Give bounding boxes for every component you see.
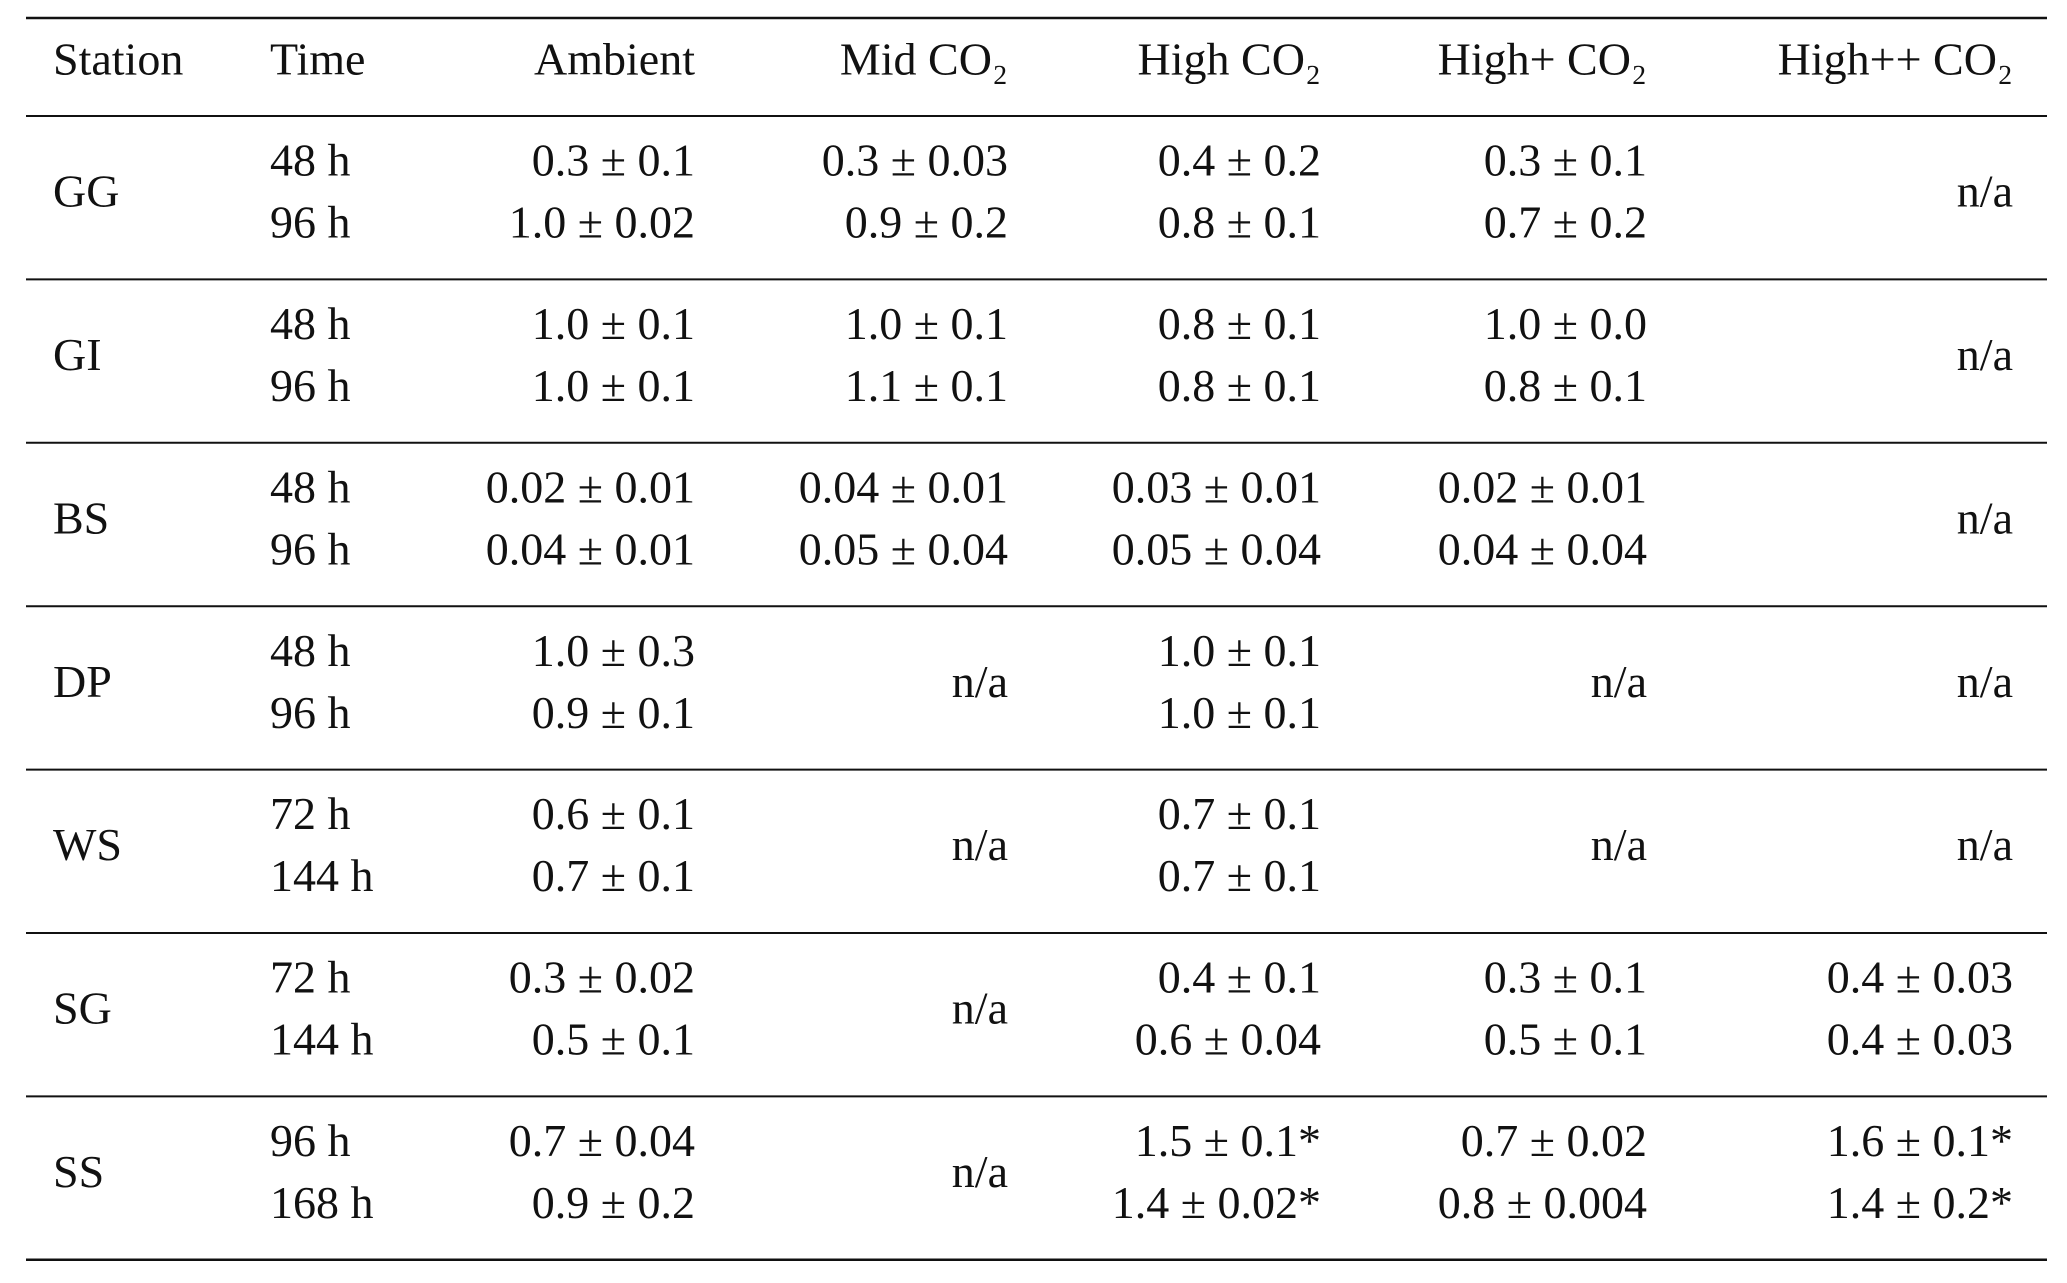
value-cell: 0.3 ± 0.1 — [532, 135, 695, 186]
column-header: High+ CO₂ — [1438, 34, 1647, 85]
time-label: 72 h — [270, 952, 351, 1003]
value-cell: 0.7 ± 0.1 — [1158, 850, 1321, 901]
value-cell: 0.03 ± 0.01 — [1112, 461, 1321, 512]
station-label: SG — [53, 983, 112, 1034]
time-label: 96 h — [270, 197, 351, 248]
na-cell: n/a — [1591, 656, 1647, 707]
time-label: 96 h — [270, 523, 351, 574]
value-cell: 0.4 ± 0.2 — [1158, 135, 1321, 186]
column-header: Ambient — [534, 34, 695, 85]
value-cell: 0.3 ± 0.1 — [1484, 135, 1647, 186]
column-header: High++ CO₂ — [1778, 34, 2013, 85]
value-cell: 1.0 ± 0.1 — [1158, 687, 1321, 738]
value-cell: 0.7 ± 0.2 — [1484, 197, 1647, 248]
time-label: 144 h — [270, 1014, 374, 1065]
value-cell: 0.7 ± 0.02 — [1461, 1115, 1647, 1166]
value-cell: 0.9 ± 0.2 — [845, 197, 1008, 248]
time-label: 168 h — [270, 1177, 374, 1228]
value-cell: 0.5 ± 0.1 — [1484, 1014, 1647, 1065]
value-cell: 0.04 ± 0.04 — [1438, 523, 1647, 574]
value-cell: 0.8 ± 0.1 — [1158, 197, 1321, 248]
value-cell: 1.0 ± 0.3 — [532, 625, 695, 676]
value-cell: 1.0 ± 0.1 — [845, 298, 1008, 349]
time-label: 48 h — [270, 625, 351, 676]
column-header: Time — [270, 34, 365, 85]
na-cell: n/a — [1591, 819, 1647, 870]
na-cell: n/a — [1957, 492, 2013, 543]
na-cell: n/a — [952, 656, 1008, 707]
value-cell: 0.3 ± 0.03 — [822, 135, 1008, 186]
value-cell: 0.7 ± 0.1 — [1158, 788, 1321, 839]
time-label: 96 h — [270, 360, 351, 411]
value-cell: 0.05 ± 0.04 — [799, 523, 1008, 574]
station-label: WS — [53, 819, 122, 870]
value-cell: 0.8 ± 0.1 — [1158, 360, 1321, 411]
value-cell: 0.4 ± 0.03 — [1827, 952, 2013, 1003]
value-cell: 1.0 ± 0.1 — [1158, 625, 1321, 676]
value-cell: 0.6 ± 0.04 — [1135, 1014, 1321, 1065]
time-label: 48 h — [270, 298, 351, 349]
value-cell: 1.4 ± 0.02* — [1112, 1177, 1321, 1228]
value-cell: 1.0 ± 0.1 — [532, 360, 695, 411]
time-label: 144 h — [270, 850, 374, 901]
value-cell: 0.3 ± 0.02 — [509, 952, 695, 1003]
value-cell: 1.0 ± 0.0 — [1484, 298, 1647, 349]
time-label: 96 h — [270, 687, 351, 738]
column-header: High CO₂ — [1138, 34, 1321, 85]
station-label: GG — [53, 166, 119, 217]
column-header: Station — [53, 34, 183, 85]
value-cell: 0.5 ± 0.1 — [532, 1014, 695, 1065]
na-cell: n/a — [952, 819, 1008, 870]
time-label: 72 h — [270, 788, 351, 839]
value-cell: 0.9 ± 0.2 — [532, 1177, 695, 1228]
value-cell: 1.4 ± 0.2* — [1827, 1177, 2013, 1228]
value-cell: 0.7 ± 0.1 — [532, 850, 695, 901]
value-cell: 0.3 ± 0.1 — [1484, 952, 1647, 1003]
na-cell: n/a — [1957, 819, 2013, 870]
station-label: BS — [53, 492, 109, 543]
station-label: DP — [53, 656, 112, 707]
value-cell: 0.7 ± 0.04 — [509, 1115, 695, 1166]
column-header: Mid CO₂ — [840, 34, 1008, 85]
value-cell: 0.05 ± 0.04 — [1112, 523, 1321, 574]
value-cell: 1.5 ± 0.1* — [1135, 1115, 1321, 1166]
na-cell: n/a — [1957, 656, 2013, 707]
na-cell: n/a — [952, 983, 1008, 1034]
value-cell: 0.02 ± 0.01 — [1438, 461, 1647, 512]
station-label: SS — [53, 1146, 104, 1197]
value-cell: 0.8 ± 0.1 — [1484, 360, 1647, 411]
value-cell: 0.4 ± 0.03 — [1827, 1014, 2013, 1065]
value-cell: 0.04 ± 0.01 — [486, 523, 695, 574]
value-cell: 0.8 ± 0.1 — [1158, 298, 1321, 349]
value-cell: 0.4 ± 0.1 — [1158, 952, 1321, 1003]
value-cell: 0.04 ± 0.01 — [799, 461, 1008, 512]
time-label: 96 h — [270, 1115, 351, 1166]
na-cell: n/a — [952, 1146, 1008, 1197]
time-label: 48 h — [270, 135, 351, 186]
na-cell: n/a — [1957, 166, 2013, 217]
time-label: 48 h — [270, 461, 351, 512]
value-cell: 0.8 ± 0.004 — [1438, 1177, 1647, 1228]
na-cell: n/a — [1957, 329, 2013, 380]
value-cell: 0.02 ± 0.01 — [486, 461, 695, 512]
station-label: GI — [53, 329, 102, 380]
value-cell: 1.0 ± 0.02 — [509, 197, 695, 248]
value-cell: 0.9 ± 0.1 — [532, 687, 695, 738]
value-cell: 0.6 ± 0.1 — [532, 788, 695, 839]
value-cell: 1.1 ± 0.1 — [845, 360, 1008, 411]
value-cell: 1.6 ± 0.1* — [1827, 1115, 2013, 1166]
value-cell: 1.0 ± 0.1 — [532, 298, 695, 349]
